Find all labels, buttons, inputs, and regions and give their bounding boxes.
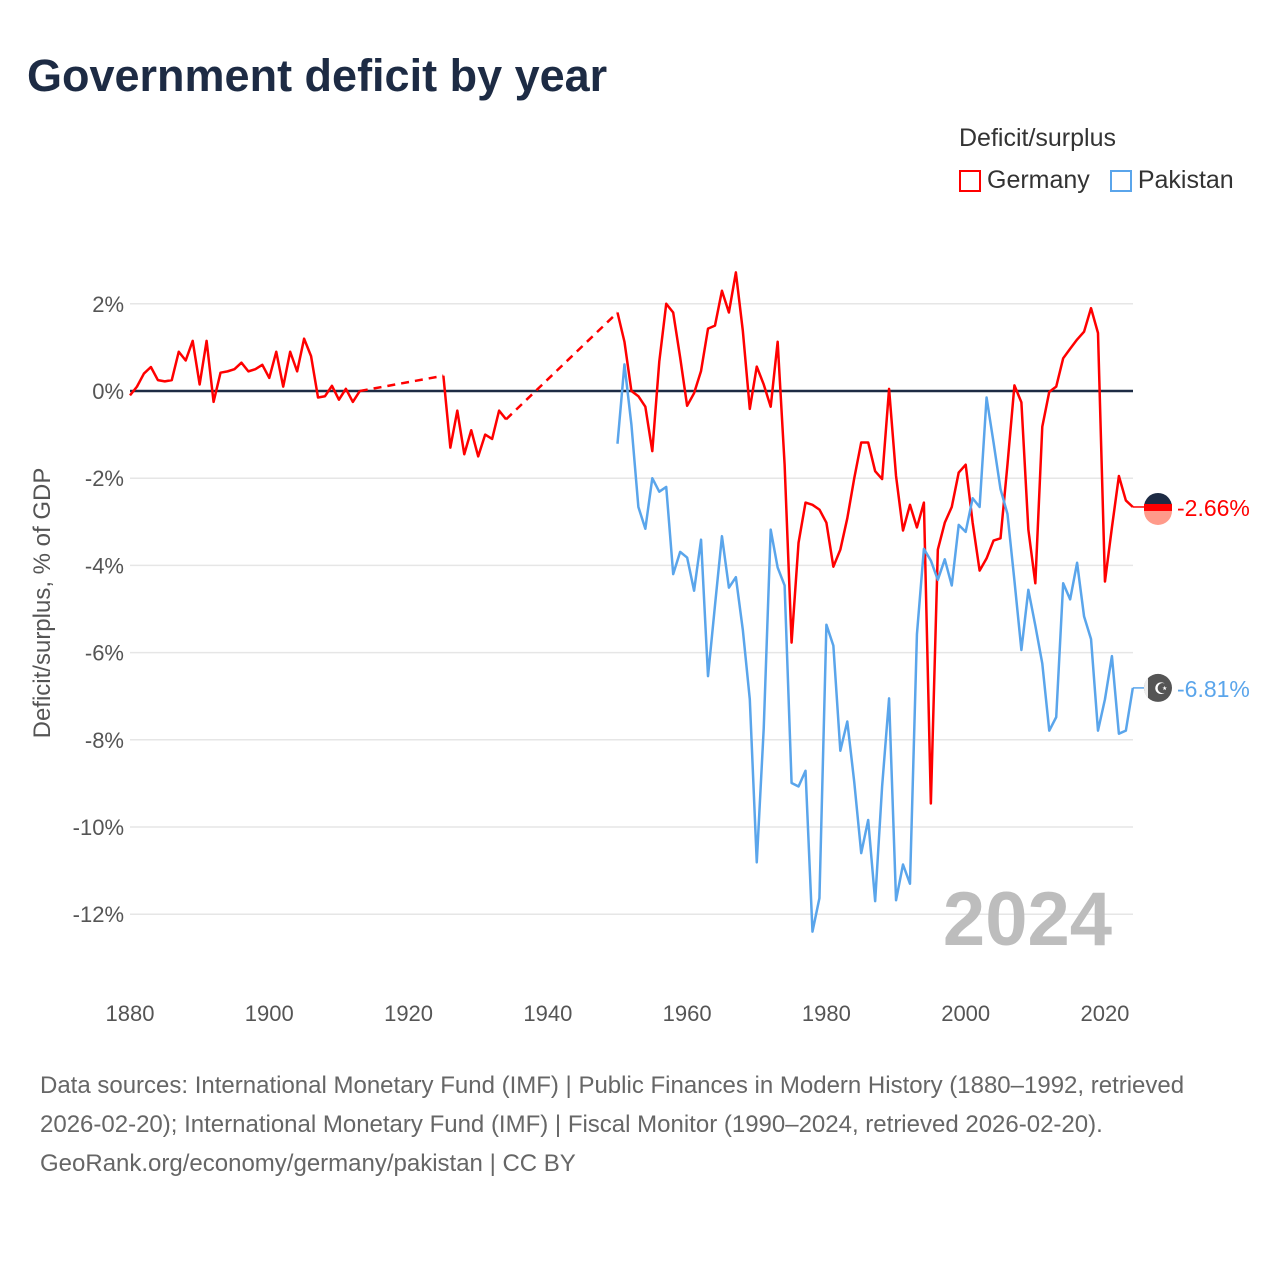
x-tick-label: 1980 bbox=[802, 1001, 851, 1026]
legend-item-pakistan[interactable]: Pakistan bbox=[1109, 166, 1234, 195]
flag-crescent: ☪ bbox=[1154, 681, 1168, 698]
line-chart: 2% 0% -2% -4% -6% -8% -10% -12% 1880 1900 1920 194… bbox=[29, 271, 1250, 1026]
legend-swatch-pakistan bbox=[1109, 169, 1132, 192]
legend-item-germany[interactable]: Germany bbox=[959, 166, 1090, 195]
x-tick-label: 1880 bbox=[106, 1001, 155, 1026]
flag-stripe-gold bbox=[1144, 510, 1172, 525]
y-tick-label: -4% bbox=[85, 553, 124, 578]
pakistan-series-line bbox=[616, 363, 1135, 933]
x-tick-label: 2020 bbox=[1080, 1001, 1129, 1026]
germany-series-line bbox=[616, 271, 1134, 805]
legend-label-germany: Germany bbox=[987, 166, 1090, 194]
y-tick-label: -10% bbox=[73, 815, 124, 840]
flag-stripe-black bbox=[1144, 492, 1172, 507]
x-tick-label: 1900 bbox=[245, 1001, 294, 1026]
x-tick-label: 1960 bbox=[663, 1001, 712, 1026]
legend-label-pakistan: Pakistan bbox=[1137, 166, 1234, 194]
flag-stripe-red bbox=[1144, 503, 1172, 511]
x-tick-label: 1940 bbox=[523, 1001, 572, 1026]
germany-end-label: -2.66% bbox=[1177, 495, 1250, 521]
pakistan-flag-icon: ☪ bbox=[1143, 673, 1172, 702]
credit-link[interactable]: GeoRank.org/economy/germany/pakistan | C… bbox=[40, 1150, 576, 1177]
data-sources: Data sources: International Monetary Fun… bbox=[40, 1072, 1185, 1138]
flag-white-band bbox=[1143, 677, 1148, 698]
germany-flag-icon bbox=[1144, 492, 1172, 525]
germany-gap-line bbox=[505, 311, 619, 421]
y-tick-label: -12% bbox=[73, 902, 124, 927]
legend: Germany Pakistan bbox=[959, 166, 1234, 195]
germany-series-line bbox=[442, 375, 508, 458]
germany-gap-line bbox=[359, 374, 444, 393]
y-tick-label: -8% bbox=[85, 728, 124, 753]
y-tick-label: 0% bbox=[92, 379, 124, 404]
y-tick-label: -6% bbox=[85, 641, 124, 666]
y-tick-label: 2% bbox=[92, 292, 124, 317]
legend-title: Deficit/surplus bbox=[959, 124, 1116, 152]
germany-series-line bbox=[129, 337, 361, 404]
y-axis-label: Deficit/surplus, % of GDP bbox=[29, 468, 56, 739]
year-watermark: 2024 bbox=[943, 877, 1112, 962]
pakistan-end-label: -6.81% bbox=[1177, 676, 1250, 702]
x-tick-label: 2000 bbox=[941, 1001, 990, 1026]
footer: Data sources: International Monetary Fun… bbox=[40, 1066, 1240, 1183]
flag-field bbox=[1144, 673, 1172, 702]
chart-title: Government deficit by year bbox=[27, 50, 608, 101]
y-tick-label: -2% bbox=[85, 466, 124, 491]
x-tick-label: 1920 bbox=[384, 1001, 433, 1026]
legend-swatch-germany bbox=[959, 169, 981, 192]
